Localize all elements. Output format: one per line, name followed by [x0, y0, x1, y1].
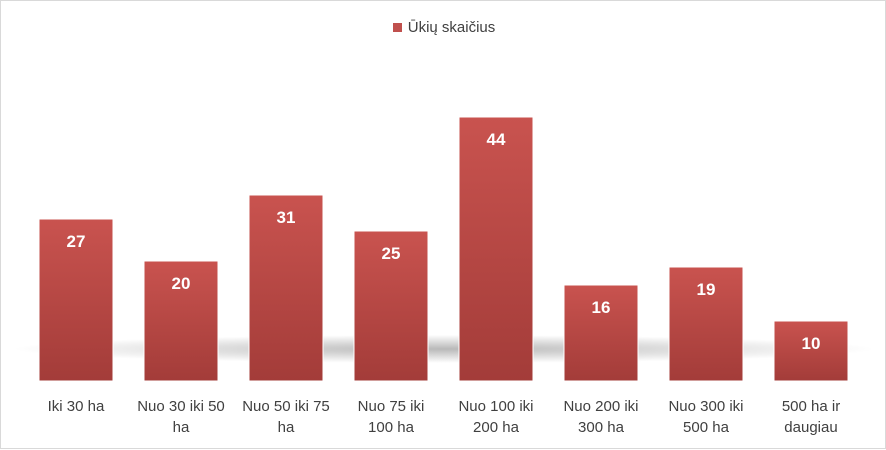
bar [773, 320, 849, 382]
x-tick-label: 500 ha ir daugiau [782, 398, 840, 436]
bar [38, 218, 114, 382]
x-tick-label: Nuo 100 iki 200 ha [458, 398, 533, 436]
x-tick-label: Nuo 300 iki 500 ha [668, 398, 743, 436]
x-tick-label: Nuo 50 iki 75 ha [242, 398, 330, 436]
legend-swatch [392, 22, 402, 32]
bar [248, 194, 324, 382]
bar [668, 266, 744, 382]
x-tick-label: Nuo 200 iki 300 ha [563, 398, 638, 436]
floor-shadow [14, 335, 874, 363]
data-label: 44 [487, 130, 506, 149]
data-label: 25 [382, 244, 401, 263]
data-label: 16 [592, 298, 611, 317]
legend-label: Ūkių skaičius [407, 19, 496, 36]
data-label: 27 [67, 232, 86, 251]
bar [458, 116, 534, 382]
x-tick-label: Nuo 30 iki 50 ha [137, 398, 225, 436]
legend: Ūkių skaičius [1, 19, 886, 36]
data-label: 31 [277, 208, 296, 227]
x-tick-label: Iki 30 ha [48, 398, 105, 415]
bar [353, 230, 429, 382]
data-label: 10 [802, 334, 821, 353]
bar [143, 260, 219, 382]
data-label: 20 [172, 274, 191, 293]
bar [563, 284, 639, 382]
x-tick-label: Nuo 75 iki 100 ha [358, 398, 425, 436]
data-label: 19 [697, 280, 716, 299]
